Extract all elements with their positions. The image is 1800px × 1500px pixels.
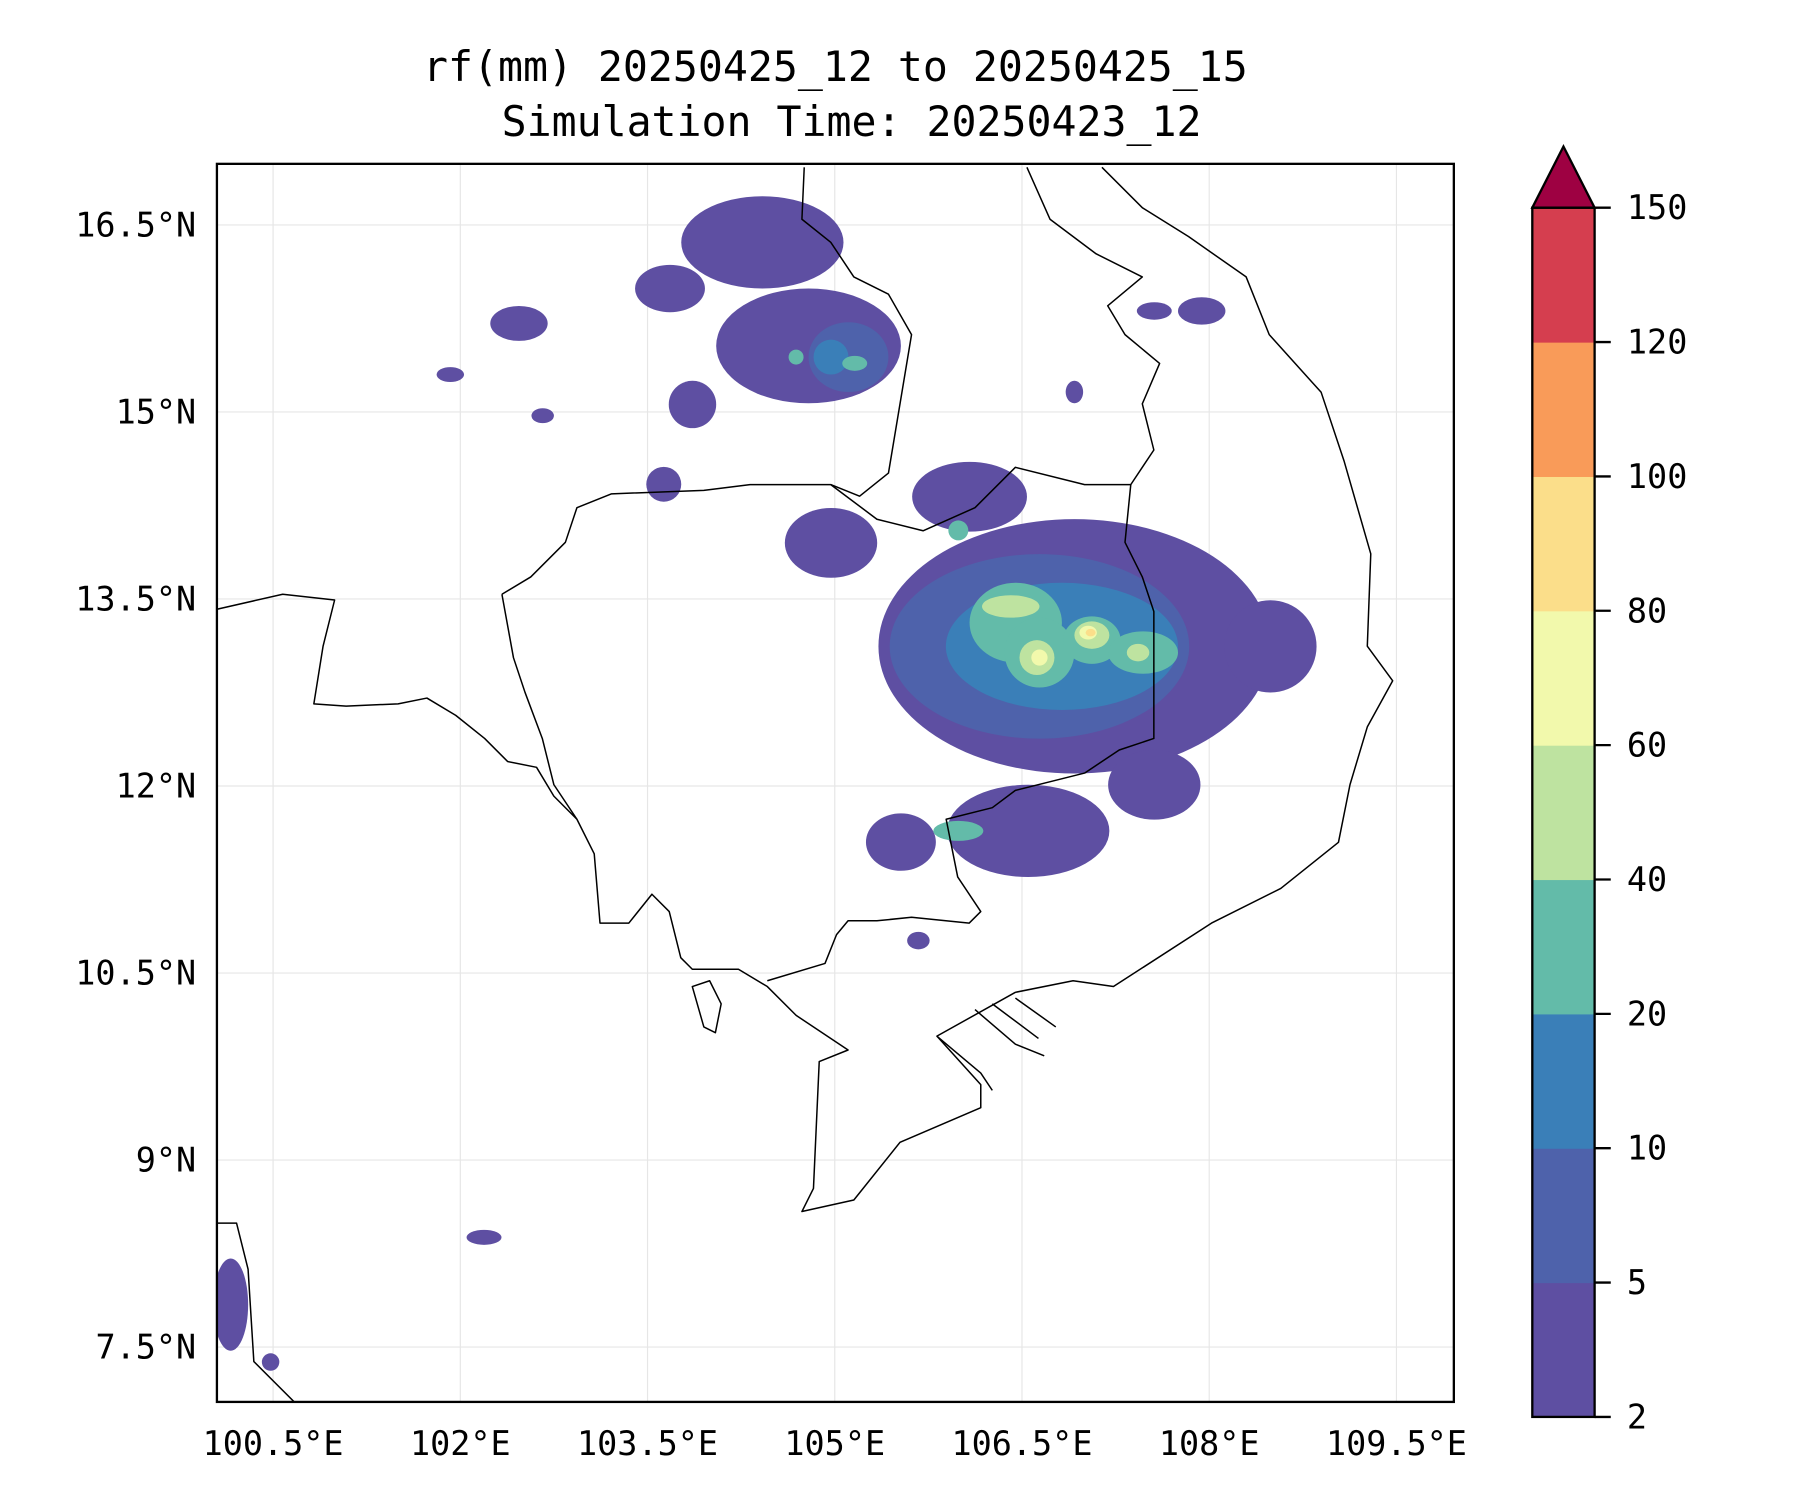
colorbar: 2 5 10 20 40 60 80 100 120 150 bbox=[1530, 143, 1687, 1436]
rain-cell-level-0 bbox=[261, 1353, 280, 1371]
colorbar-tick-label: 5 bbox=[1627, 1263, 1647, 1302]
y-tick-label: 16.5°N bbox=[75, 205, 196, 244]
border-cambodia-north bbox=[501, 167, 1161, 595]
chart-title-line1: rf(mm) 20250425_12 to 20250425_15 bbox=[423, 42, 1248, 91]
rain-cell-level-0 bbox=[436, 367, 465, 383]
x-tick-label: 106.5°E bbox=[951, 1424, 1092, 1463]
rain-cell-level-0 bbox=[865, 813, 936, 871]
colorbar-tick-label: 2 bbox=[1627, 1397, 1647, 1436]
colorbar-tick-label: 10 bbox=[1627, 1129, 1667, 1168]
colorbar-segment bbox=[1532, 745, 1595, 881]
border-mekong bbox=[801, 167, 913, 497]
colorbar-tick-label: 80 bbox=[1627, 591, 1667, 630]
axes-frame bbox=[215, 162, 1455, 1404]
colorbar-segment bbox=[1532, 610, 1595, 746]
x-tick-label: 105°E bbox=[784, 1424, 885, 1463]
y-tick-label: 15°N bbox=[116, 392, 197, 431]
rain-cell-level-0 bbox=[681, 196, 844, 289]
rain-cell-level-0 bbox=[490, 305, 548, 341]
colorbar-segment bbox=[1532, 207, 1595, 343]
rain-cell-level-0 bbox=[907, 931, 930, 950]
colorbar-segment bbox=[1532, 476, 1595, 612]
map-axes: 100.5°E 102°E 103.5°E 105°E 106.5°E 108°E 109.… bbox=[75, 162, 1467, 1463]
rain-cell-level-0 bbox=[646, 466, 682, 502]
border-cambodia-west bbox=[501, 594, 578, 820]
rain-cell-level-0 bbox=[947, 784, 1110, 878]
y-tick-label: 12°N bbox=[116, 767, 197, 806]
rainfall-contours bbox=[216, 196, 1317, 1371]
rain-cell-level-3 bbox=[842, 355, 868, 371]
rain-cell-level-0 bbox=[912, 461, 1027, 532]
colorbar-tick-label: 100 bbox=[1627, 457, 1687, 496]
rain-cell-level-0 bbox=[784, 507, 878, 578]
x-tick-label: 103.5°E bbox=[577, 1424, 718, 1463]
rain-cell-level-0 bbox=[1178, 297, 1226, 325]
rain-cell-level-4 bbox=[982, 595, 1040, 618]
x-tick-label: 108°E bbox=[1159, 1424, 1260, 1463]
chart-title-line2: Simulation Time: 20250423_12 bbox=[502, 97, 1202, 146]
rain-cell-level-0 bbox=[466, 1229, 502, 1245]
colorbar-frame bbox=[1531, 206, 1596, 1419]
colorbar-tick-label: 20 bbox=[1627, 994, 1667, 1033]
colorbar-segment bbox=[1532, 342, 1595, 477]
colorbar-tick-label: 150 bbox=[1627, 188, 1687, 227]
rain-cell-level-0 bbox=[1065, 380, 1084, 404]
colorbar-segment bbox=[1532, 1282, 1595, 1418]
colorbar-extend-arrow bbox=[1530, 143, 1597, 209]
colorbar-tick-label: 120 bbox=[1627, 323, 1687, 362]
x-tick-label: 109.5°E bbox=[1326, 1424, 1467, 1463]
colorbar-segment bbox=[1532, 1013, 1595, 1149]
rain-cell-level-0 bbox=[216, 1258, 249, 1351]
colorbar-tick-label: 40 bbox=[1627, 860, 1667, 899]
rain-cell-level-0 bbox=[635, 264, 705, 313]
border-cambodia-vietnam bbox=[767, 484, 1155, 982]
rain-cell-level-3 bbox=[788, 349, 804, 365]
rain-cell-level-0 bbox=[1136, 302, 1172, 320]
y-tick-label: 7.5°N bbox=[95, 1328, 196, 1367]
y-tick-label: 13.5°N bbox=[75, 580, 196, 619]
rain-cell-level-0 bbox=[531, 408, 554, 424]
y-axis-ticks: 16.5°N 15°N 13.5°N 12°N 10.5°N 9°N 7.5°N bbox=[75, 205, 196, 1366]
colorbar-segment bbox=[1532, 879, 1595, 1015]
mekong-delta-channels bbox=[936, 997, 1057, 1091]
colorbar-tick-label: 60 bbox=[1627, 726, 1667, 765]
rain-cell-level-0 bbox=[1108, 749, 1201, 820]
rain-cell-level-2 bbox=[813, 339, 849, 375]
rain-cell-level-6 bbox=[1085, 628, 1096, 637]
rain-cell-level-0 bbox=[1224, 600, 1317, 693]
rain-cell-level-0 bbox=[668, 380, 717, 429]
coastlines-and-borders bbox=[216, 166, 1394, 1402]
y-tick-label: 10.5°N bbox=[75, 954, 196, 993]
x-tick-label: 100.5°E bbox=[203, 1424, 344, 1463]
x-tick-label: 102°E bbox=[410, 1424, 511, 1463]
rain-cell-level-5 bbox=[1031, 649, 1048, 666]
rain-cell-level-3 bbox=[948, 520, 969, 541]
colorbar-segment bbox=[1532, 1148, 1595, 1284]
y-tick-label: 9°N bbox=[136, 1141, 196, 1180]
x-axis-ticks: 100.5°E 102°E 103.5°E 105°E 106.5°E 108°E 109.… bbox=[203, 1424, 1467, 1463]
island-phu-quoc bbox=[691, 980, 722, 1034]
rain-cell-level-3 bbox=[933, 820, 984, 841]
rain-cell-level-4 bbox=[1126, 643, 1150, 662]
coastline-gulf-of-thailand bbox=[216, 166, 1394, 1213]
coastline-malay-peninsula bbox=[216, 1222, 295, 1402]
